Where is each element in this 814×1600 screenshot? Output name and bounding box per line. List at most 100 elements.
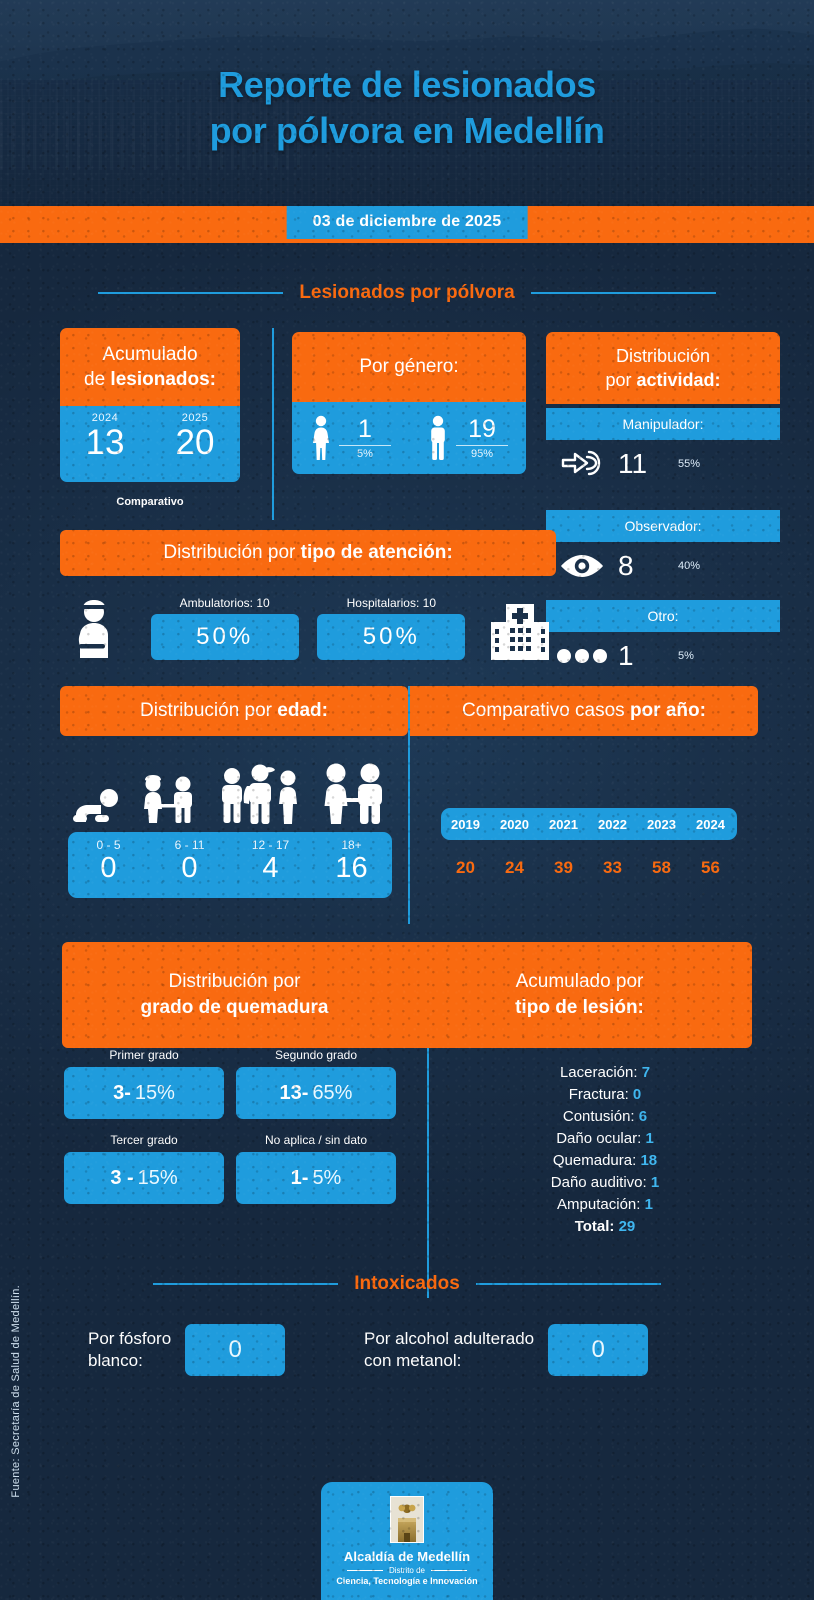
burn-cell-primer-grado: Primer grado 3- 15% <box>64 1048 224 1119</box>
years-value-2024: 56 <box>701 858 720 877</box>
age-label-0-5: 0 - 5 <box>96 838 121 852</box>
gender-title: Por género: <box>359 356 459 377</box>
age-title-bold: edad: <box>277 700 328 721</box>
age-group-12-17: 12 - 17 4 <box>230 832 311 898</box>
medellin-coat-of-arms-icon <box>390 1496 424 1543</box>
activity-value-manipulador: 11 <box>618 448 648 479</box>
gender-female-stat: 1 5% <box>339 416 391 460</box>
attention-value-hospitalarios: 50% <box>317 614 466 660</box>
burn-label-no-aplica: No aplica / sin dato <box>264 1133 368 1147</box>
baby-crawling-icon <box>68 788 124 824</box>
burn-pct-tercer-grado: 15% <box>137 1166 178 1189</box>
years-value-2020: 24 <box>505 858 524 877</box>
gender-male-percent: 95% <box>470 448 494 460</box>
logo-rule-right <box>431 1570 467 1571</box>
age-title-plain: Distribución por <box>140 700 278 721</box>
accumulated-values: 2024 13 2025 20 <box>60 406 240 482</box>
injury-value-amputacion: 1 <box>644 1196 653 1213</box>
activity-title-line-2-plain: por <box>605 370 637 390</box>
injury-item-fractura: Fractura: 0 <box>440 1084 770 1106</box>
page-title: Reporte de lesionados por pólvora en Med… <box>0 62 814 154</box>
three-dots-icon <box>546 648 618 664</box>
burn-label-tercer-grado: Tercer grado <box>110 1133 178 1147</box>
divider-burn-injury <box>427 1048 429 1298</box>
age-values-box: 0 - 5 0 6 - 11 0 12 - 17 4 18+ 16 <box>68 832 392 898</box>
divider-age-years <box>408 686 410 924</box>
attention-title-plain: Distribución por <box>163 542 301 563</box>
age-header: Distribución por edad: <box>60 686 408 736</box>
age-label-12-17: 12 - 17 <box>251 838 290 852</box>
activity-band-otro: Otro: <box>546 600 780 632</box>
gender-female-value: 1 <box>358 415 372 443</box>
burn-value-primer-grado: 3- 15% <box>64 1067 224 1119</box>
age-label-6-11: 6 - 11 <box>174 838 205 852</box>
injury-type-list: Laceración: 7 Fractura: 0 Contusión: 6 D… <box>440 1062 770 1238</box>
activity-title-line-1: Distribución <box>615 346 711 366</box>
injury-label-contusion: Contusión: <box>562 1108 635 1125</box>
attention-value-ambulatorios: 50% <box>150 614 299 660</box>
injury-item-contusion: Contusión: 6 <box>440 1106 770 1128</box>
report-date-badge: 03 de diciembre de 2025 <box>286 206 528 239</box>
activity-label-observador: Observador: <box>624 518 702 534</box>
injury-item-quemadura: Quemadura: 18 <box>440 1150 770 1172</box>
gender-male-value: 19 <box>468 415 496 443</box>
burn-and-injury-header: Distribución por grado de quemadura Acum… <box>62 942 752 1048</box>
eagle-emblem-icon <box>394 1500 420 1516</box>
activity-band-observador: Observador: <box>546 510 780 542</box>
burn-cell-tercer-grado: Tercer grado 3 -15% <box>64 1133 224 1204</box>
years-title-bold: por año: <box>629 700 706 721</box>
attention-label-hospitalarios: Hospitalarios: 10 <box>346 596 436 610</box>
accumulated-value-2025: 20 <box>175 423 215 462</box>
page-title-line-1: Reporte de lesionados <box>218 64 596 105</box>
age-group-0-5: 0 - 5 0 <box>68 832 149 898</box>
burn-count-primer-grado: 3- <box>113 1081 131 1104</box>
attention-title-bold: tipo de atención: <box>300 542 453 563</box>
injury-item-laceracion: Laceración: 7 <box>440 1062 770 1084</box>
burn-value-tercer-grado: 3 -15% <box>64 1152 224 1204</box>
activity-title-line-2-bold: actividad: <box>636 370 721 390</box>
intoxicated-item-metanol: Por alcohol adulterado con metanol: 0 <box>364 1324 649 1376</box>
injury-title-line-1: Acumulado por <box>515 971 644 992</box>
section-title-intoxicated: Intoxicados <box>0 1273 814 1295</box>
years-title-plain: Comparativo casos <box>462 700 630 721</box>
injury-label-laceracion: Laceración: <box>559 1064 638 1081</box>
activity-band-manipulador: Manipulador: <box>546 408 780 440</box>
years-comparison-header: Comparativo casos por año: <box>410 686 758 736</box>
section-rule-right <box>530 292 716 294</box>
attention-header: Distribución por tipo de atención: <box>60 530 556 576</box>
burn-count-tercer-grado: 3 - <box>110 1166 134 1189</box>
years-value-2021: 39 <box>554 858 573 877</box>
gender-male-stat: 19 95% <box>456 416 508 460</box>
injury-label-amputacion: Amputación: <box>557 1196 641 1213</box>
page-title-line-2: por pólvora en Medellín <box>209 110 605 151</box>
injury-label-total: Total: <box>574 1218 615 1235</box>
intoxicated-label-metanol-line1: Por alcohol adulterado <box>364 1329 535 1348</box>
age-value-0-5: 0 <box>100 852 117 884</box>
attention-row: Ambulatorios: 10 50% Hospitalarios: 10 5… <box>60 588 556 660</box>
intoxicated-label-metanol: Por alcohol adulterado con metanol: <box>364 1328 534 1372</box>
injury-item-dano-ocular: Daño ocular: 1 <box>440 1128 770 1150</box>
injury-label-dano-auditivo: Daño auditivo: <box>550 1174 647 1191</box>
three-teens-icon <box>215 764 305 824</box>
activity-percent-observador: 40% <box>678 560 701 572</box>
burn-count-segundo-grado: 13- <box>279 1081 309 1104</box>
male-figure-icon <box>427 415 449 461</box>
burn-label-primer-grado: Primer grado <box>109 1048 179 1062</box>
intoxicated-value-fosforo: 0 <box>185 1324 286 1376</box>
two-adults-icon <box>314 762 392 824</box>
burn-cell-no-aplica: No aplica / sin dato 1- 5% <box>236 1133 396 1204</box>
injury-label-fractura: Fractura: <box>568 1086 629 1103</box>
injury-value-fractura: 0 <box>632 1086 642 1103</box>
injury-value-dano-auditivo: 1 <box>650 1174 660 1191</box>
injury-label-dano-ocular: Daño ocular: <box>556 1130 642 1147</box>
years-values-row: 20 24 39 33 58 56 <box>441 858 737 878</box>
section-rule-left-intoxicated <box>153 1283 339 1285</box>
accumulated-title-line-2-plain: de <box>84 369 111 390</box>
activity-value-observador: 8 <box>618 550 634 581</box>
activity-label-manipulador: Manipulador: <box>622 416 704 432</box>
attention-cell-hospitalarios: Hospitalarios: 10 50% <box>317 596 466 660</box>
activity-row-otro: 1 5% <box>546 632 780 680</box>
age-label-18plus: 18+ <box>341 838 362 852</box>
years-label-2024: 2024 <box>696 816 725 832</box>
age-value-6-11: 0 <box>181 852 198 884</box>
